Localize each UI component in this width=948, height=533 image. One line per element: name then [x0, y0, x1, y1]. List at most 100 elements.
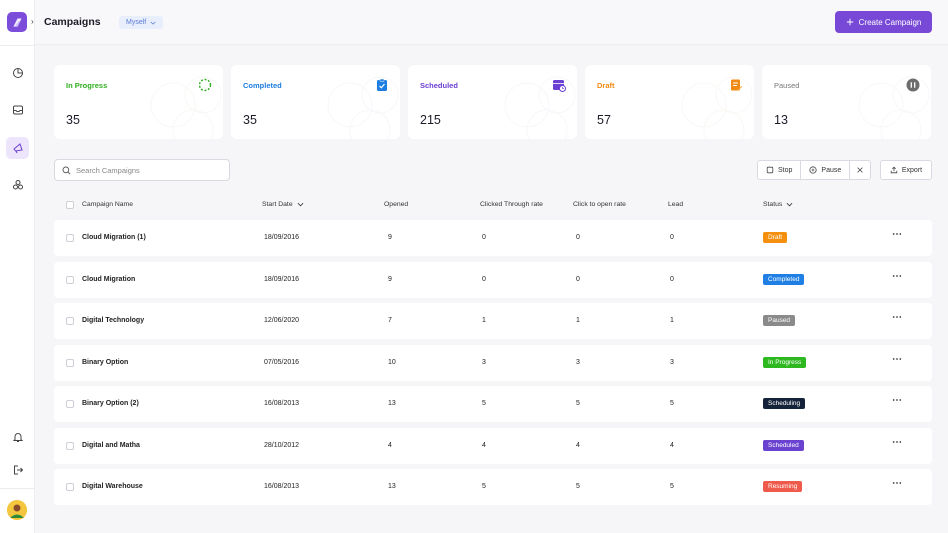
- more-options-icon[interactable]: ⋯: [892, 271, 902, 282]
- row-checkbox[interactable]: [66, 234, 74, 242]
- owner-filter-dropdown[interactable]: Myself: [119, 16, 164, 29]
- card-pattern: [327, 76, 399, 139]
- ctor-value: 0: [576, 276, 580, 283]
- stop-button[interactable]: Stop: [758, 161, 802, 179]
- campaign-name[interactable]: Digital Warehouse: [82, 483, 143, 490]
- start-date: 28/10/2012: [264, 442, 300, 449]
- more-options-icon[interactable]: ⋯: [892, 437, 902, 448]
- sidebar-divider: [0, 488, 35, 489]
- table-row[interactable]: Digital Technology 12/06/2020 7 1 1 1 Paused ⋯: [54, 303, 932, 339]
- opened-count: 10: [388, 359, 396, 366]
- top-header: Campaigns Myself Create Campaign: [35, 0, 948, 45]
- logo-icon: [12, 17, 22, 27]
- pause-circle-icon: [809, 166, 818, 174]
- column-start-date-sort[interactable]: Start Date: [262, 201, 304, 208]
- upload-icon: [890, 166, 898, 174]
- opened-count: 7: [388, 317, 392, 324]
- export-label: Export: [901, 166, 923, 174]
- close-icon: [857, 167, 863, 173]
- stat-card-in-progress[interactable]: In Progress 35: [54, 65, 223, 139]
- lead-count: 0: [670, 276, 674, 283]
- stat-card-completed[interactable]: Completed 35: [231, 65, 400, 139]
- column-campaign-name: Campaign Name: [82, 201, 133, 208]
- plus-icon: [846, 18, 853, 26]
- column-status-sort[interactable]: Status: [763, 201, 793, 208]
- status-badge: Resuming: [763, 481, 803, 492]
- logout-button[interactable]: [6, 459, 29, 481]
- pause-button[interactable]: Pause: [801, 161, 851, 179]
- status-badge: Draft: [763, 232, 788, 243]
- row-checkbox[interactable]: [66, 483, 74, 491]
- row-checkbox[interactable]: [66, 317, 74, 325]
- campaign-name[interactable]: Digital and Matha: [82, 442, 140, 449]
- stat-card-paused[interactable]: Paused 13: [762, 65, 931, 139]
- user-avatar-icon: [7, 500, 27, 520]
- table-row[interactable]: Cloud Migration 18/09/2016 9 0 0 0 Completed ⋯: [54, 262, 932, 298]
- status-badge: Completed: [763, 274, 805, 285]
- ctr-value: 3: [482, 359, 486, 366]
- campaign-name[interactable]: Digital Technology: [82, 317, 145, 324]
- row-checkbox[interactable]: [66, 359, 74, 367]
- more-options-icon[interactable]: ⋯: [892, 395, 902, 406]
- campaign-name[interactable]: Binary Option: [82, 359, 129, 366]
- stat-value: 35: [243, 113, 257, 127]
- column-label: Click to open rate: [573, 201, 626, 208]
- export-button[interactable]: Export: [880, 160, 932, 180]
- bell-icon: [12, 433, 23, 442]
- status-badge: Paused: [763, 315, 796, 326]
- table-row[interactable]: Digital Warehouse 16/08/2013 13 5 5 5 Resuming…: [54, 469, 932, 505]
- stat-label: In Progress: [66, 81, 108, 90]
- stat-label: Completed: [243, 81, 282, 90]
- search-box[interactable]: [54, 159, 230, 181]
- select-all-checkbox[interactable]: [66, 201, 74, 209]
- search-input[interactable]: [76, 165, 216, 175]
- stat-card-scheduled[interactable]: Scheduled 215: [408, 65, 577, 139]
- row-checkbox[interactable]: [66, 276, 74, 284]
- avatar[interactable]: [7, 500, 27, 520]
- more-options-icon[interactable]: ⋯: [892, 478, 902, 489]
- campaign-name[interactable]: Binary Option (2): [82, 400, 139, 407]
- nav-inbox-button[interactable]: [6, 99, 29, 121]
- stat-label: Scheduled: [420, 81, 458, 90]
- column-opened: Opened: [384, 201, 408, 208]
- stop-icon: [766, 166, 774, 174]
- clear-selection-button[interactable]: [850, 161, 870, 179]
- logout-icon: [13, 465, 23, 475]
- ctr-value: 5: [482, 483, 486, 490]
- card-pattern: [858, 76, 930, 139]
- opened-count: 9: [388, 234, 392, 241]
- more-options-icon[interactable]: ⋯: [892, 229, 902, 240]
- campaign-name[interactable]: Cloud Migration: [82, 276, 136, 283]
- more-options-icon[interactable]: ⋯: [892, 312, 902, 323]
- status-badge: In Progress: [763, 357, 807, 368]
- create-campaign-button[interactable]: Create Campaign: [835, 11, 932, 33]
- column-label: Opened: [384, 201, 409, 208]
- notifications-button[interactable]: [6, 426, 29, 448]
- campaign-name[interactable]: Cloud Migration (1): [82, 234, 146, 241]
- row-checkbox[interactable]: [66, 442, 74, 450]
- table-row[interactable]: Binary Option 07/05/2016 10 3 3 3 In Progress ⋯: [54, 345, 932, 381]
- nav-dashboard-button[interactable]: [6, 62, 29, 84]
- create-campaign-label: Create Campaign: [858, 17, 922, 27]
- loading-circle-icon: [198, 78, 212, 92]
- start-date: 18/09/2016: [264, 276, 300, 283]
- nav-campaigns-button[interactable]: [6, 137, 29, 159]
- nav-contacts-button[interactable]: [6, 174, 29, 196]
- stat-value: 13: [774, 113, 788, 127]
- stat-card-draft[interactable]: Draft 57: [585, 65, 754, 139]
- checkbox[interactable]: [66, 201, 74, 209]
- lead-count: 0: [670, 234, 674, 241]
- table-row[interactable]: Binary Option (2) 16/08/2013 13 5 5 5 Scheduli…: [54, 386, 932, 422]
- app-logo[interactable]: [7, 12, 27, 32]
- row-checkbox[interactable]: [66, 400, 74, 408]
- stat-value: 215: [420, 113, 441, 127]
- search-icon: [62, 166, 71, 174]
- ctr-value: 1: [482, 317, 486, 324]
- users-icon: [12, 180, 23, 190]
- sidebar-expand-icon[interactable]: ›: [31, 17, 34, 26]
- chevron-down-icon: [786, 202, 793, 207]
- start-date: 16/08/2013: [264, 483, 300, 490]
- table-row[interactable]: Digital and Matha 28/10/2012 4 4 4 4 Scheduled…: [54, 428, 932, 464]
- table-row[interactable]: Cloud Migration (1) 18/09/2016 9 0 0 0 Draft ⋯: [54, 220, 932, 256]
- more-options-icon[interactable]: ⋯: [892, 354, 902, 365]
